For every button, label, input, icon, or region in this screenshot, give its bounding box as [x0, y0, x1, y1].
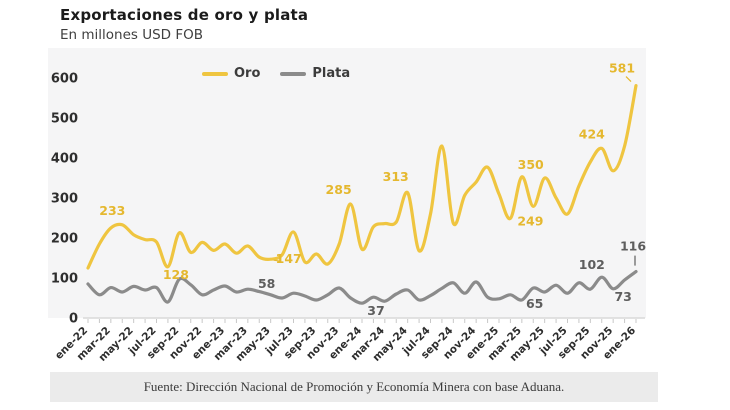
- plata-data-label: 37: [367, 303, 384, 318]
- oro-data-label: 313: [383, 169, 409, 184]
- oro-data-label: 424: [579, 126, 605, 141]
- y-tick-label: 500: [51, 112, 78, 127]
- oro-data-label: 581: [609, 61, 635, 76]
- y-tick-label: 300: [51, 192, 78, 207]
- plata-line-series: [86, 270, 638, 305]
- plata-legend-swatch-icon: [280, 71, 307, 76]
- plata-data-label: 102: [579, 257, 605, 272]
- plata-data-label: 116: [620, 239, 646, 254]
- oro-data-label: 249: [517, 213, 543, 228]
- oro-line-series: [86, 84, 638, 270]
- oro-data-label: 285: [326, 182, 352, 197]
- plot-panel-background: [48, 48, 646, 318]
- y-tick-label: 100: [51, 272, 78, 287]
- oro-data-label: 350: [518, 157, 544, 172]
- oro-data-label: 128: [163, 267, 189, 282]
- chart-subtitle: En millones USD FOB: [60, 27, 204, 43]
- chart-legend: Oro Plata: [202, 66, 364, 81]
- oro-data-label: 233: [99, 203, 125, 218]
- y-tick-label: 0: [69, 312, 78, 327]
- y-tick-label: 200: [51, 232, 78, 247]
- y-tick-label: 400: [51, 152, 78, 167]
- data-label-leader: [273, 259, 281, 262]
- page-title: Exportaciones de oro y plata: [60, 6, 309, 24]
- legend-label-oro: Oro: [234, 66, 261, 81]
- plata-data-label: 73: [614, 289, 631, 304]
- oro-legend-swatch-icon: [202, 71, 228, 76]
- legend-label-plata: Plata: [312, 66, 351, 81]
- plata-data-label: 65: [526, 296, 543, 311]
- source-text: Fuente: Dirección Nacional de Promoción …: [143, 379, 565, 394]
- data-label-leader: [625, 76, 632, 83]
- y-tick-label: 600: [51, 72, 78, 87]
- plata-data-label: 58: [258, 276, 275, 291]
- source-band: Fuente: Dirección Nacional de Promoción …: [50, 372, 658, 402]
- oro-data-label: 147: [276, 251, 302, 266]
